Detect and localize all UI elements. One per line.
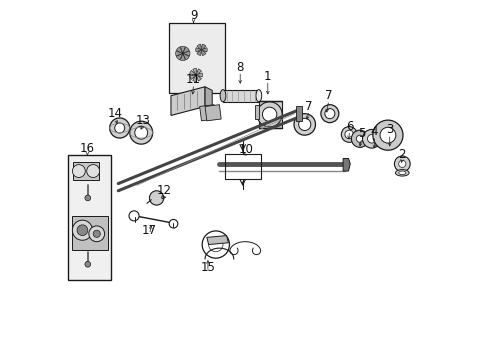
Circle shape — [180, 51, 185, 56]
Wedge shape — [176, 47, 183, 53]
Wedge shape — [189, 71, 196, 75]
Circle shape — [351, 130, 368, 147]
Circle shape — [293, 114, 315, 135]
Circle shape — [298, 118, 310, 131]
Polygon shape — [204, 87, 212, 110]
Bar — [169, 23, 224, 93]
Bar — [68, 155, 111, 280]
Circle shape — [356, 135, 363, 142]
Circle shape — [362, 130, 380, 148]
Circle shape — [257, 102, 282, 127]
Wedge shape — [195, 48, 201, 52]
Wedge shape — [183, 47, 189, 53]
Circle shape — [93, 230, 100, 237]
Text: 7: 7 — [305, 100, 312, 113]
Text: 5: 5 — [357, 127, 365, 140]
Circle shape — [89, 226, 104, 242]
Polygon shape — [258, 101, 282, 128]
Wedge shape — [175, 51, 183, 56]
Text: 14: 14 — [108, 107, 122, 120]
Circle shape — [198, 46, 204, 53]
Text: 7: 7 — [325, 89, 332, 102]
Polygon shape — [255, 105, 258, 119]
Circle shape — [367, 134, 375, 143]
Polygon shape — [206, 235, 228, 244]
Circle shape — [72, 165, 85, 177]
Text: 8: 8 — [236, 60, 244, 73]
Wedge shape — [196, 75, 201, 81]
Circle shape — [372, 120, 402, 150]
Circle shape — [149, 191, 163, 205]
Wedge shape — [201, 48, 207, 52]
Text: 11: 11 — [186, 73, 201, 86]
Circle shape — [129, 121, 152, 144]
Polygon shape — [73, 162, 99, 180]
Polygon shape — [204, 105, 221, 121]
Circle shape — [178, 49, 187, 58]
Wedge shape — [183, 53, 189, 60]
Wedge shape — [201, 50, 205, 55]
Wedge shape — [197, 44, 201, 50]
Wedge shape — [180, 53, 185, 60]
Text: 13: 13 — [136, 114, 150, 127]
Text: 6: 6 — [345, 120, 353, 133]
Ellipse shape — [398, 171, 405, 175]
Polygon shape — [223, 90, 258, 102]
Wedge shape — [196, 73, 202, 77]
Wedge shape — [196, 69, 201, 75]
Circle shape — [85, 195, 90, 201]
Circle shape — [320, 105, 338, 123]
Wedge shape — [197, 50, 201, 55]
Polygon shape — [171, 87, 204, 116]
Circle shape — [398, 160, 405, 167]
Circle shape — [344, 130, 353, 139]
Wedge shape — [180, 46, 185, 53]
Circle shape — [109, 118, 129, 138]
Text: 12: 12 — [156, 184, 171, 197]
Circle shape — [169, 220, 178, 228]
Circle shape — [115, 123, 124, 133]
Bar — [224, 154, 260, 179]
Wedge shape — [201, 44, 205, 50]
Circle shape — [379, 127, 395, 143]
Text: 16: 16 — [80, 142, 95, 155]
Wedge shape — [176, 53, 183, 60]
Polygon shape — [296, 107, 301, 121]
Circle shape — [262, 107, 276, 122]
Ellipse shape — [255, 90, 261, 102]
Text: 15: 15 — [200, 261, 215, 274]
Circle shape — [77, 225, 88, 235]
Ellipse shape — [220, 90, 225, 102]
Wedge shape — [189, 75, 196, 80]
Polygon shape — [343, 158, 349, 171]
Circle shape — [192, 71, 199, 78]
Text: 1: 1 — [264, 69, 271, 82]
Circle shape — [129, 211, 139, 221]
Circle shape — [324, 109, 334, 119]
Circle shape — [135, 126, 147, 139]
Text: 2: 2 — [398, 148, 405, 161]
Circle shape — [86, 165, 100, 177]
Polygon shape — [199, 105, 215, 121]
Text: 10: 10 — [238, 143, 253, 156]
Text: 4: 4 — [370, 125, 377, 138]
Text: 17: 17 — [142, 224, 157, 237]
Text: 9: 9 — [189, 9, 197, 22]
Polygon shape — [72, 216, 107, 250]
Text: 3: 3 — [385, 123, 393, 136]
Circle shape — [341, 127, 356, 142]
Circle shape — [394, 156, 409, 172]
Circle shape — [72, 220, 92, 240]
Ellipse shape — [395, 170, 408, 176]
Wedge shape — [192, 75, 196, 81]
Wedge shape — [183, 51, 190, 56]
Wedge shape — [192, 68, 196, 75]
Circle shape — [85, 261, 90, 267]
